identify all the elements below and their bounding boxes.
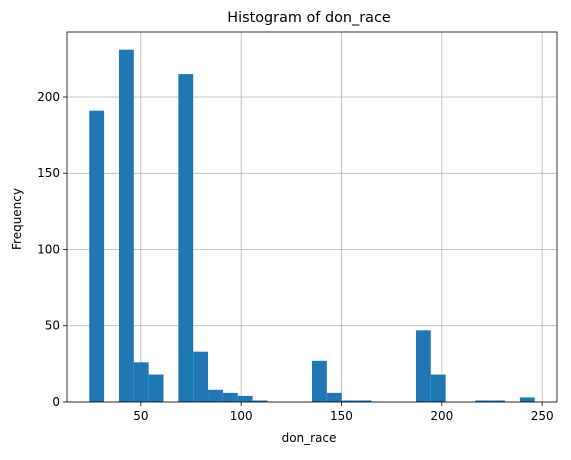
histogram-bar [475, 400, 491, 402]
axes-layer: 50 100 150 200 250 0 50 100 150 200 [37, 31, 558, 423]
grid-layer [67, 32, 557, 403]
histogram-bar [519, 397, 535, 402]
bars-layer [89, 49, 535, 402]
histogram-bar [208, 389, 223, 402]
chart-title: Histogram of don_race [227, 10, 391, 26]
histogram-bar [237, 395, 253, 402]
histogram-bar [415, 330, 431, 402]
histogram-bar [193, 351, 209, 402]
histogram-bar [178, 74, 194, 402]
x-tick-label: 150 [330, 409, 353, 423]
histogram-bar [490, 400, 506, 402]
x-axis-title: don_race [282, 431, 337, 445]
histogram-bar [312, 360, 327, 402]
histogram-bar [356, 400, 372, 402]
y-tick-label: 50 [45, 319, 60, 333]
histogram-bar [430, 374, 446, 402]
histogram-bar [118, 49, 134, 402]
y-tick-label: 150 [37, 166, 60, 180]
histogram-bar [133, 362, 149, 402]
histogram-bar [148, 374, 164, 402]
y-axis-title: Frequency [10, 188, 24, 250]
histogram-bar [326, 392, 342, 402]
x-tick-label: 100 [230, 409, 253, 423]
y-tick-label: 100 [37, 242, 60, 256]
histogram-bar [222, 392, 238, 402]
y-tick-label: 0 [52, 395, 60, 409]
x-tick-label: 250 [531, 409, 554, 423]
histogram-bar [252, 400, 268, 402]
x-tick-label: 200 [430, 409, 453, 423]
y-tick-label: 200 [37, 90, 60, 104]
histogram-bar [89, 110, 105, 402]
histogram-bar [341, 400, 357, 402]
x-tick-label: 50 [133, 409, 148, 423]
plot-frame [66, 31, 558, 403]
